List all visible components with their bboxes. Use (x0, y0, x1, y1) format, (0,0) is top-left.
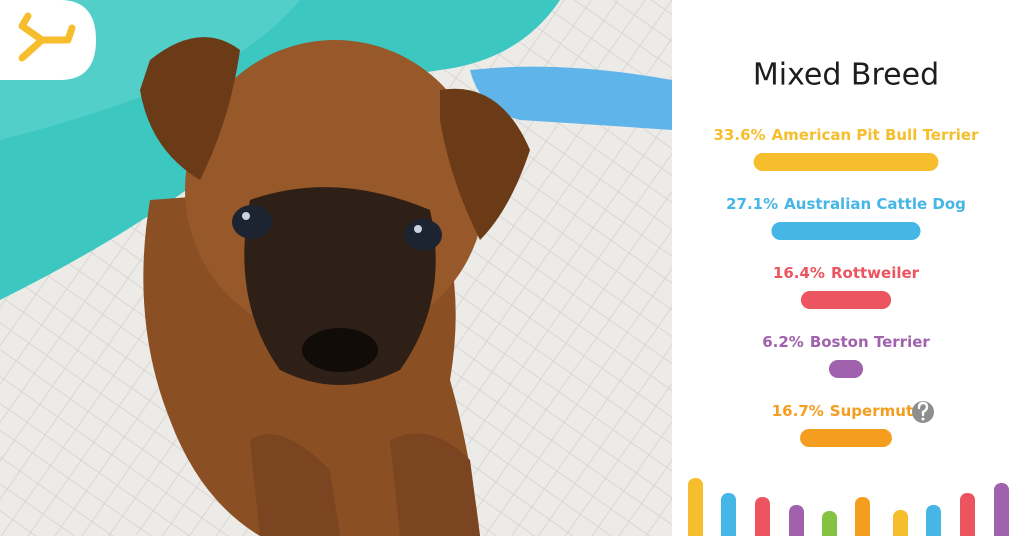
breed-list: 33.6% American Pit Bull Terrier 27.1% Austr… (714, 126, 980, 447)
help-icon[interactable] (912, 401, 934, 423)
breed-bar (753, 153, 939, 171)
breed-name: Supermutt (830, 402, 920, 420)
breed-name: Australian Cattle Dog (784, 195, 966, 213)
breed-label: 16.4% Rottweiler (773, 264, 920, 282)
breed-label: 6.2% Boston Terrier (762, 333, 930, 351)
breed-percent: 16.4% (773, 264, 825, 282)
breed-bar (800, 291, 892, 309)
breed-percent: 27.1% (726, 195, 778, 213)
logo-badge (0, 0, 96, 80)
breed-bar (771, 222, 921, 240)
breed-name: American Pit Bull Terrier (772, 126, 980, 144)
puppy-photo (0, 0, 672, 536)
breed-percent: 16.7% (772, 402, 824, 420)
chart-title: Mixed Breed (753, 58, 939, 93)
breed-label: 27.1% Australian Cattle Dog (726, 195, 966, 213)
breed-name: Rottweiler (831, 264, 920, 282)
breed-percent: 33.6% (714, 126, 766, 144)
breed-name: Boston Terrier (810, 333, 931, 351)
decorative-bars (688, 478, 1009, 536)
breed-label: 33.6% American Pit Bull Terrier (714, 126, 980, 144)
breed-label: 16.7% Supermutt (772, 402, 921, 420)
breed-bar (800, 429, 892, 447)
breed-percent: 6.2% (762, 333, 804, 351)
breed-bar (828, 360, 864, 378)
